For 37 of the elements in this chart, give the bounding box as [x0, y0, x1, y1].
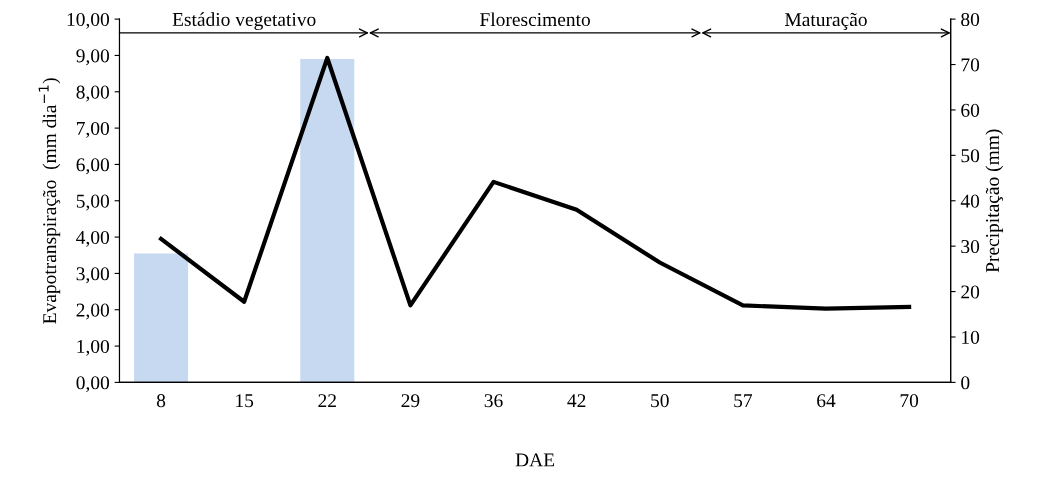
x-tick-label: 70 [900, 394, 919, 408]
y-tick-label: 3,00 [76, 267, 110, 284]
annotation: Estádio vegetativo [172, 12, 316, 31]
y-tick-label: 1,00 [77, 339, 110, 356]
x-tick-label: 22 [318, 394, 336, 407]
x-tick-label: 29 [401, 394, 420, 408]
y-tick-label: 0,00 [76, 376, 110, 393]
y-tick-label: 8,00 [76, 85, 110, 102]
annotation: Maturação [785, 12, 867, 31]
y2-tick-label: 50 [961, 149, 980, 163]
y2-tick-label: 30 [961, 239, 980, 254]
x-tick-label: 50 [651, 394, 669, 408]
y-axis-title: Evapotranspiração (mm dia$^{−1}$) [38, 78, 61, 324]
y2-tick-label: 60 [961, 103, 980, 117]
y2-axis-title: Precipitação (mm) [985, 129, 1004, 273]
y-tick-label: 2,00 [76, 303, 110, 320]
y-tick-label: 6,00 [76, 158, 110, 175]
x-axis-title: DAE [515, 453, 555, 467]
annotation: Florescimento [480, 12, 590, 27]
y-tick-label: 9,00 [76, 49, 110, 66]
y-tick-label: 4,00 [76, 230, 110, 247]
x-tick-label: 57 [734, 394, 753, 408]
x-tick-label: 64 [817, 394, 836, 408]
x-tick-label: 15 [236, 394, 254, 408]
y2-tick-label: 20 [961, 285, 980, 299]
y2-tick-label: 70 [961, 58, 980, 72]
y-tick-label: 10,00 [67, 12, 110, 29]
y-tick-label: 7,00 [77, 121, 110, 138]
x-tick-label: 36 [484, 394, 503, 408]
y2-tick-label: 80 [961, 12, 980, 27]
x-tick-label: 8 [156, 394, 166, 408]
y2-tick-label: 10 [962, 330, 980, 344]
y2-tick-label: 40 [960, 194, 980, 208]
y2-tick-label: 0 [961, 376, 970, 390]
x-tick-label: 42 [567, 394, 586, 407]
line-series [158, 55, 912, 311]
y-tick-label: 5,00 [76, 194, 110, 211]
